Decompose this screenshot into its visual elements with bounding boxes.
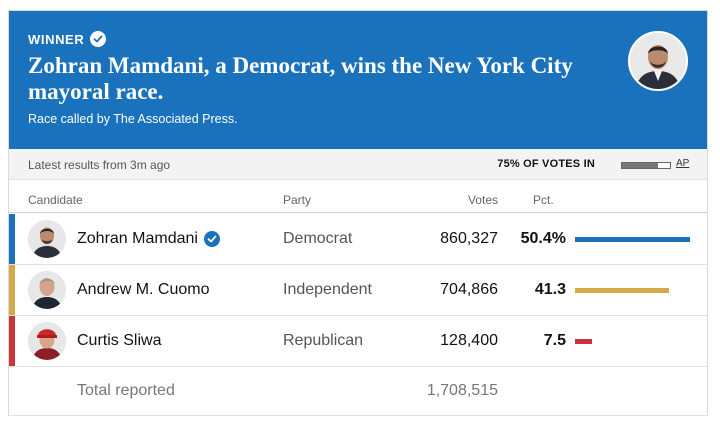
candidate-name-text: Zohran Mamdani — [77, 230, 198, 247]
verified-check-icon — [90, 31, 107, 47]
latest-results-text: Latest results from 3m ago — [28, 158, 171, 172]
percent-bar — [575, 237, 690, 242]
total-votes: 1,708,515 — [426, 382, 498, 399]
candidate-name: Curtis Sliwa — [77, 332, 161, 350]
candidate-avatar — [28, 271, 66, 309]
winner-label: WINNER — [28, 31, 85, 47]
candidate-name-text: Andrew M. Cuomo — [77, 281, 210, 298]
header-votes: Votes — [467, 193, 498, 207]
percent-bar-track — [575, 339, 690, 344]
party-color-stripe — [9, 214, 15, 264]
candidate-name-text: Curtis Sliwa — [77, 332, 162, 349]
party-name: Republican — [283, 332, 364, 349]
vote-percent: 50.4% — [520, 230, 566, 247]
candidate-avatar — [28, 322, 66, 360]
party-name: Democrat — [283, 230, 353, 247]
vote-count: 128,400 — [440, 332, 498, 349]
percent-bar — [575, 339, 593, 344]
winner-check-icon — [203, 231, 220, 247]
total-row: Total reported 1,708,515 — [9, 366, 707, 416]
percent-bar-track — [575, 237, 690, 242]
winner-banner: WINNER Zohran Mamdani, a Democrat, wins … — [9, 11, 707, 149]
headline: Zohran Mamdani, a Democrat, wins the New… — [28, 53, 573, 104]
winner-row: WINNER — [28, 31, 107, 47]
winner-avatar — [628, 31, 688, 91]
table-row: Andrew M. Cuomo Independent 704,866 41.3 — [9, 265, 707, 316]
party-name: Independent — [283, 281, 372, 298]
candidate-name: Andrew M. Cuomo — [77, 281, 210, 299]
candidate-avatar — [28, 220, 66, 258]
header-candidate: Candidate — [28, 193, 83, 207]
header-party: Party — [283, 193, 312, 207]
status-bar: Latest results from 3m ago 75% OF VOTES … — [9, 149, 707, 180]
votes-in-progress — [621, 162, 671, 169]
vote-percent: 7.5 — [543, 332, 566, 349]
party-color-stripe — [9, 316, 15, 366]
votes-in-progress-fill — [622, 163, 658, 168]
header-pct: Pct. — [533, 193, 554, 207]
total-label: Total reported — [77, 382, 175, 399]
percent-bar — [575, 288, 670, 293]
table-row: Zohran Mamdani Democrat 860,327 50.4% — [9, 214, 707, 265]
votes-in-label: 75% OF VOTES IN — [497, 158, 595, 170]
vote-count: 860,327 — [440, 230, 498, 247]
table-row: Curtis Sliwa Republican 128,400 7.5 — [9, 316, 707, 367]
table-header: Candidate Party Votes Pct. — [9, 181, 707, 213]
candidate-name: Zohran Mamdani — [77, 230, 220, 248]
party-color-stripe — [9, 265, 15, 315]
results-card: WINNER Zohran Mamdani, a Democrat, wins … — [8, 10, 708, 416]
ap-source-link[interactable]: AP — [676, 158, 690, 169]
race-called-note: Race called by The Associated Press. — [28, 112, 238, 126]
vote-count: 704,866 — [440, 281, 498, 298]
vote-percent: 41.3 — [534, 281, 566, 298]
percent-bar-track — [575, 288, 690, 293]
